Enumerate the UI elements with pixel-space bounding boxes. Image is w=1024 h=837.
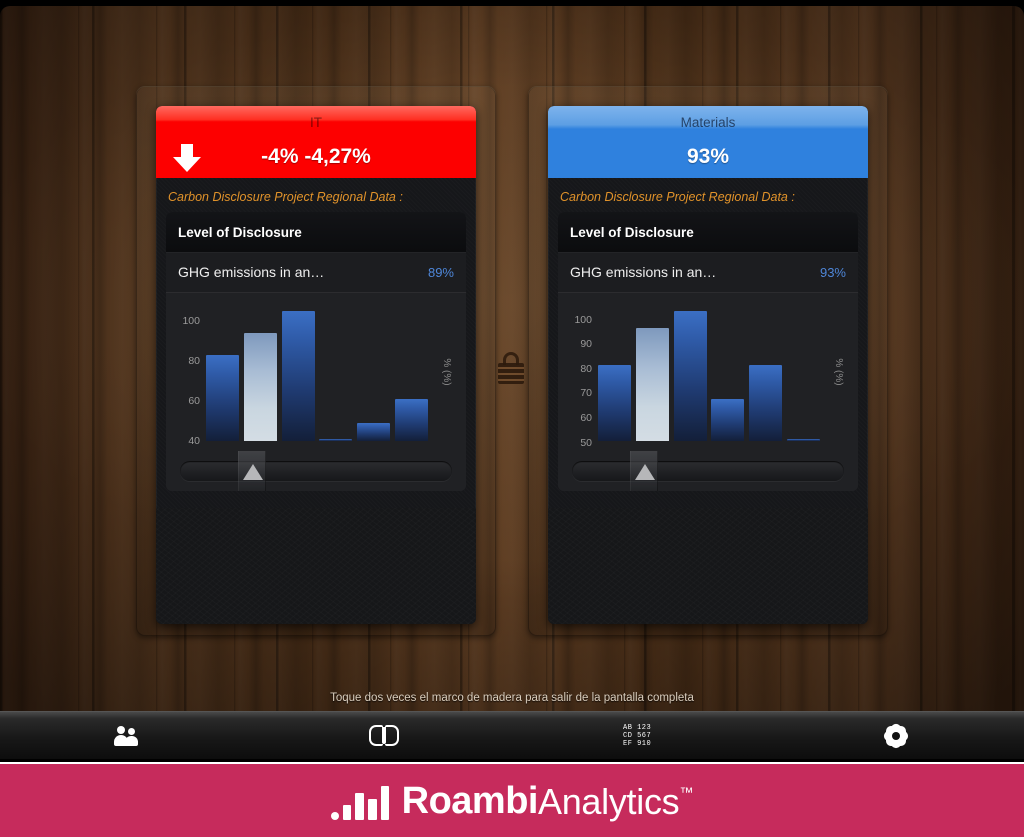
disclosure-panel-it: Level of Disclosure GHG emissions in an……	[166, 212, 466, 491]
card-value: -4% -4,27%	[261, 145, 371, 168]
y-tick-label: 100	[574, 313, 592, 326]
y-tick-label: 60	[188, 395, 200, 407]
chart-bar[interactable]	[787, 438, 820, 441]
metric-row[interactable]: GHG emissions in an… 89%	[166, 253, 466, 293]
chart-bar[interactable]	[206, 355, 239, 441]
top-black-bar	[0, 0, 1024, 6]
grid-line-1: AB 123	[623, 723, 652, 732]
trend-down-icon	[172, 144, 202, 174]
y-tick-label: 80	[188, 355, 200, 367]
y-axis-ticks: 100 80 60 40	[166, 293, 206, 451]
brand-name: Roambi	[401, 779, 539, 822]
brand-sub: Analytics	[538, 780, 680, 822]
toolbar-item-keypad[interactable]: AB 123 CD 567 EF 910	[512, 712, 768, 760]
arrow-head	[173, 157, 201, 172]
metric-value: 89%	[427, 264, 454, 280]
brand-bar: Roambi Analytics ™	[0, 762, 1024, 837]
slider-thumb[interactable]	[238, 451, 266, 491]
card-materials[interactable]: Materials 93% Carbon Disclosure Project …	[548, 106, 868, 624]
card-subtitle: Carbon Disclosure Project Regional Data …	[168, 190, 403, 204]
arrow-stem	[181, 144, 193, 159]
y-axis-label: % (%)	[440, 358, 452, 386]
gear-icon	[881, 721, 911, 750]
card-it[interactable]: IT -4% -4,27% Carbon Disclosure Project …	[156, 106, 476, 624]
card-subtitle: Carbon Disclosure Project Regional Data …	[560, 190, 795, 204]
bottom-toolbar: AB 123 CD 567 EF 910	[0, 711, 1024, 759]
lock-icon[interactable]	[498, 352, 524, 384]
fullscreen-hint: Toque dos veces el marco de madera para …	[330, 692, 694, 704]
grid-line-3: EF 910	[623, 739, 652, 748]
y-axis-label: % (%)	[832, 358, 844, 386]
metric-label: GHG emissions in an…	[178, 264, 325, 280]
chart-bar[interactable]	[749, 364, 783, 441]
y-tick-label: 80	[580, 362, 592, 375]
panel-heading: Level of Disclosure	[558, 212, 858, 253]
toolbar-item-contacts[interactable]	[0, 712, 256, 760]
bar-chart-logo-icon	[330, 785, 395, 820]
chart-bar[interactable]	[395, 399, 428, 441]
slider-marker-triangle-icon	[243, 464, 263, 480]
metric-value: 93%	[819, 264, 846, 280]
lock-body	[498, 363, 524, 384]
grid-line-2: CD 567	[623, 731, 652, 740]
card-header-materials[interactable]: Materials 93%	[548, 106, 868, 178]
toolbar-item-settings[interactable]	[768, 712, 1024, 760]
chart-bar[interactable]	[319, 439, 353, 441]
chart-slider-materials[interactable]	[558, 451, 858, 491]
chart-bar[interactable]	[673, 310, 707, 441]
chart-bar[interactable]	[711, 399, 745, 441]
y-tick-label: 90	[580, 338, 592, 351]
slider-thumb[interactable]	[630, 451, 658, 491]
y-tick-label: 100	[182, 315, 200, 327]
card-body-texture	[548, 508, 868, 624]
card-body-texture	[156, 508, 476, 624]
bar-chart-materials[interactable]: 100 90 80 70 60 50 % (%)	[558, 293, 858, 451]
y-tick-label: 40	[188, 435, 200, 447]
lock-shackle	[503, 352, 519, 365]
chart-bar[interactable]	[243, 333, 277, 441]
toolbar-item-library[interactable]	[256, 712, 512, 760]
chart-plot-area	[598, 301, 820, 441]
chart-plot-area	[206, 301, 428, 441]
slider-track[interactable]	[180, 461, 452, 481]
brand-trademark: ™	[679, 783, 694, 800]
slider-marker-triangle-icon	[635, 464, 655, 480]
y-axis-ticks: 100 90 80 70 60 50	[558, 293, 598, 451]
book-icon	[369, 725, 399, 746]
card-title: IT	[310, 115, 322, 130]
disclosure-panel-materials: Level of Disclosure GHG emissions in an……	[558, 212, 858, 491]
bar-chart-it[interactable]: 100 80 60 40 % (%)	[166, 293, 466, 451]
chart-bar[interactable]	[598, 364, 631, 441]
chart-bar[interactable]	[635, 328, 669, 441]
chart-bar[interactable]	[281, 311, 315, 441]
card-title: Materials	[680, 115, 736, 130]
card-header-it[interactable]: IT -4% -4,27%	[156, 106, 476, 178]
chart-bar[interactable]	[357, 423, 391, 441]
metric-row[interactable]: GHG emissions in an… 93%	[558, 253, 858, 293]
y-tick-label: 60	[580, 411, 592, 424]
grid-icon: AB 123 CD 567 EF 910	[623, 724, 657, 748]
slider-track[interactable]	[572, 461, 844, 481]
panel-heading: Level of Disclosure	[166, 212, 466, 253]
metric-label: GHG emissions in an…	[570, 264, 717, 280]
card-value: 93%	[686, 145, 730, 168]
people-icon	[114, 725, 142, 746]
y-tick-label: 50	[580, 436, 592, 449]
chart-slider-it[interactable]	[166, 451, 466, 491]
y-tick-label: 70	[580, 387, 592, 400]
